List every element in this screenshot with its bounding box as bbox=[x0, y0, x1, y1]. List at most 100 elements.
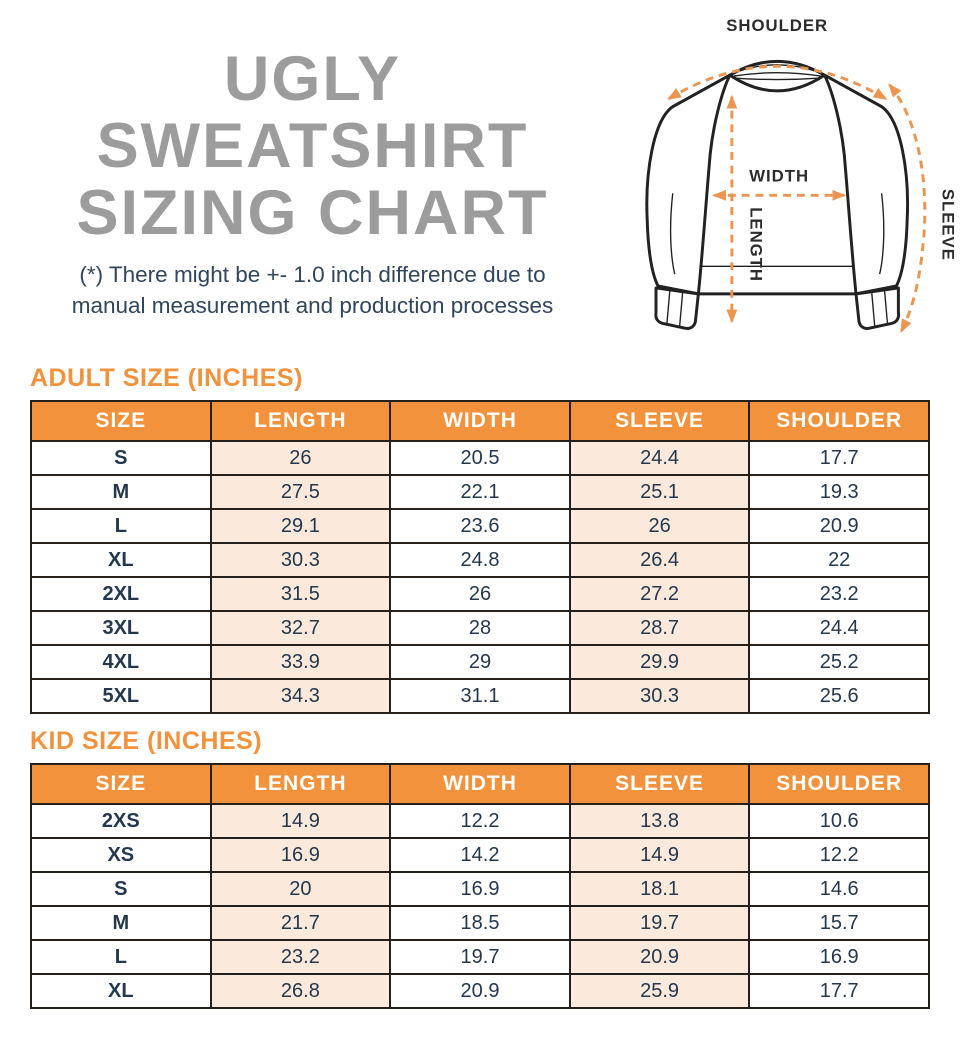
table-row: XL 30.3 24.8 26.4 22 bbox=[30, 542, 930, 578]
sweatshirt-svg: SHOULDER WIDTH LENGTH SLEEVE bbox=[645, 16, 958, 334]
size-label-cell: L bbox=[30, 508, 212, 544]
size-label-cell: XS bbox=[30, 837, 212, 873]
column-header: SHOULDER bbox=[748, 763, 930, 805]
size-label-cell: XL bbox=[30, 973, 212, 1009]
column-header: LENGTH bbox=[209, 400, 392, 442]
measurement-cell: 24.4 bbox=[568, 440, 751, 476]
title-block: UGLY SWEATSHIRT SIZING CHART (*) There m… bbox=[0, 0, 625, 356]
measurement-cell: 19.7 bbox=[568, 905, 751, 941]
table-row: XS 16.9 14.2 14.9 12.2 bbox=[30, 837, 930, 873]
measurement-cell: 14.9 bbox=[209, 803, 392, 839]
right-cuff-ribs bbox=[871, 290, 889, 327]
measurement-cell: 30.3 bbox=[568, 678, 751, 714]
measurement-cell: 18.1 bbox=[568, 871, 751, 907]
measurement-cell: 21.7 bbox=[209, 905, 392, 941]
measurement-cell: 26.4 bbox=[568, 542, 751, 578]
kid-size-heading: KID SIZE (INCHES) bbox=[30, 727, 263, 755]
kid-table-head: SIZE LENGTH WIDTH SLEEVE SHOULDER bbox=[30, 763, 930, 805]
column-header: SIZE bbox=[30, 763, 212, 805]
measurement-cell: 27.5 bbox=[209, 474, 392, 510]
size-label-cell: M bbox=[30, 474, 212, 510]
measurement-cell: 16.9 bbox=[389, 871, 571, 907]
measurement-cell: 31.1 bbox=[389, 678, 571, 714]
kid-header-row: SIZE LENGTH WIDTH SLEEVE SHOULDER bbox=[30, 763, 930, 805]
measurement-cell: 18.5 bbox=[389, 905, 571, 941]
size-label-cell: 4XL bbox=[30, 644, 212, 680]
column-header: WIDTH bbox=[389, 400, 571, 442]
column-header: SLEEVE bbox=[568, 400, 751, 442]
measurement-cell: 23.6 bbox=[389, 508, 571, 544]
size-label-cell: 2XS bbox=[30, 803, 212, 839]
size-label-cell: S bbox=[30, 440, 212, 476]
size-label-cell: 3XL bbox=[30, 610, 212, 646]
table-row: M 21.7 18.5 19.7 15.7 bbox=[30, 905, 930, 941]
adult-size-heading: ADULT SIZE (INCHES) bbox=[30, 364, 303, 392]
shoulder-label: SHOULDER bbox=[726, 16, 828, 35]
page-title-line1: UGLY SWEATSHIRT bbox=[96, 44, 529, 181]
size-label-cell: 2XL bbox=[30, 576, 212, 612]
measurement-cell: 31.5 bbox=[209, 576, 392, 612]
measurement-cell: 10.6 bbox=[748, 803, 930, 839]
measurement-cell: 27.2 bbox=[568, 576, 751, 612]
measurement-cell: 20.9 bbox=[568, 939, 751, 975]
measurement-cell: 24.8 bbox=[389, 542, 571, 578]
column-header: SLEEVE bbox=[568, 763, 751, 805]
disclaimer-text: (*) There might be +- 1.0 inch differenc… bbox=[18, 260, 608, 321]
adult-header-row: SIZE LENGTH WIDTH SLEEVE SHOULDER bbox=[30, 400, 930, 442]
measurement-cell: 26 bbox=[389, 576, 571, 612]
measurement-cell: 19.7 bbox=[389, 939, 571, 975]
measurement-cell: 19.3 bbox=[748, 474, 930, 510]
measurement-cell: 26 bbox=[568, 508, 751, 544]
right-sleeve-crease bbox=[878, 193, 885, 275]
left-sleeve-crease bbox=[669, 193, 676, 275]
column-header: SHOULDER bbox=[748, 400, 930, 442]
adult-table-head: SIZE LENGTH WIDTH SLEEVE SHOULDER bbox=[30, 400, 930, 442]
measurement-cell: 20.9 bbox=[748, 508, 930, 544]
measurement-cell: 24.4 bbox=[748, 610, 930, 646]
measurement-cell: 25.2 bbox=[748, 644, 930, 680]
measurement-cell: 20.9 bbox=[389, 973, 571, 1009]
measurement-cell: 33.9 bbox=[209, 644, 392, 680]
width-label: WIDTH bbox=[749, 167, 809, 186]
measurement-cell: 30.3 bbox=[209, 542, 392, 578]
measurement-cell: 17.7 bbox=[748, 973, 930, 1009]
kid-table-body: 2XS 14.9 12.2 13.8 10.6 XS 16.9 14.2 14.9 12.2 S 20… bbox=[30, 803, 930, 1009]
measurement-cell: 34.3 bbox=[209, 678, 392, 714]
measurement-cell: 16.9 bbox=[748, 939, 930, 975]
measurement-cell: 22.1 bbox=[389, 474, 571, 510]
page-header: UGLY SWEATSHIRT SIZING CHART (*) There m… bbox=[0, 0, 960, 356]
left-cuff-ribs bbox=[666, 290, 684, 327]
measurement-cell: 22 bbox=[748, 542, 930, 578]
size-label-cell: XL bbox=[30, 542, 212, 578]
measurement-cell: 13.8 bbox=[568, 803, 751, 839]
adult-size-table: SIZE LENGTH WIDTH SLEEVE SHOULDER S 26 20.5 24.… bbox=[30, 400, 930, 714]
length-label: LENGTH bbox=[747, 207, 766, 282]
measurement-cell: 26 bbox=[209, 440, 392, 476]
measurement-cell: 20 bbox=[209, 871, 392, 907]
table-row: L 29.1 23.6 26 20.9 bbox=[30, 508, 930, 544]
measurement-cell: 28.7 bbox=[568, 610, 751, 646]
column-header: SIZE bbox=[30, 400, 212, 442]
collar-ribs bbox=[733, 64, 821, 81]
table-row: 4XL 33.9 29 29.9 25.2 bbox=[30, 644, 930, 680]
measurement-cell: 29.1 bbox=[209, 508, 392, 544]
column-header: WIDTH bbox=[389, 763, 571, 805]
measurement-cell: 14.6 bbox=[748, 871, 930, 907]
table-row: S 26 20.5 24.4 17.7 bbox=[30, 440, 930, 476]
column-header: LENGTH bbox=[209, 763, 392, 805]
measurement-cell: 32.7 bbox=[209, 610, 392, 646]
table-row: 2XS 14.9 12.2 13.8 10.6 bbox=[30, 803, 930, 839]
sleeve-label: SLEEVE bbox=[939, 189, 955, 261]
measurement-cell: 14.2 bbox=[389, 837, 571, 873]
measurement-cell: 29 bbox=[389, 644, 571, 680]
measurement-cell: 25.1 bbox=[568, 474, 751, 510]
measurement-cell: 12.2 bbox=[748, 837, 930, 873]
page-title: UGLY SWEATSHIRT SIZING CHART bbox=[0, 46, 625, 246]
sweatshirt-diagram: SHOULDER WIDTH LENGTH SLEEVE bbox=[625, 0, 958, 356]
measurement-cell: 29.9 bbox=[568, 644, 751, 680]
adult-table-body: S 26 20.5 24.4 17.7 M 27.5 22.1 25.1 19.3 L 29.1 23.… bbox=[30, 440, 930, 714]
measurement-cell: 25.9 bbox=[568, 973, 751, 1009]
measurement-cell: 23.2 bbox=[209, 939, 392, 975]
size-label-cell: S bbox=[30, 871, 212, 907]
disclaimer-line1: (*) There might be +- 1.0 inch differenc… bbox=[79, 262, 546, 288]
